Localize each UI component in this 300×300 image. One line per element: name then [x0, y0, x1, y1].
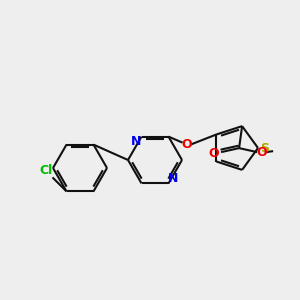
- Text: O: O: [181, 138, 192, 151]
- Text: O: O: [257, 146, 267, 159]
- Text: N: N: [168, 172, 179, 185]
- Text: Cl: Cl: [39, 164, 52, 177]
- Text: S: S: [260, 142, 269, 154]
- Text: N: N: [131, 135, 142, 148]
- Text: O: O: [209, 147, 219, 160]
